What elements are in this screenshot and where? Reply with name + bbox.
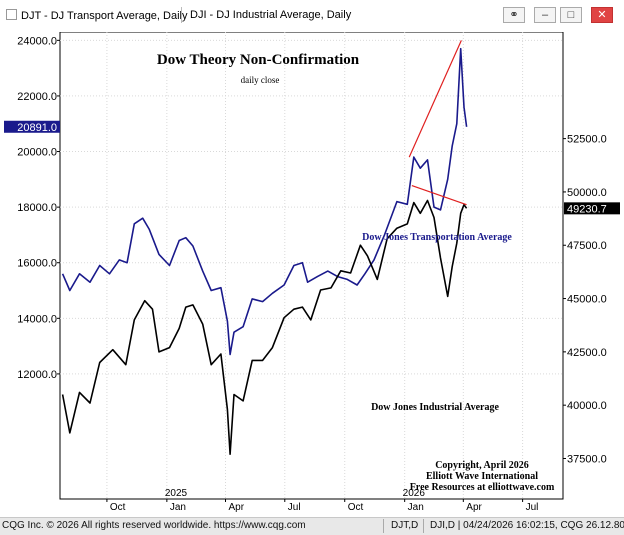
plot-area [59,32,564,500]
year-label: 2026 [403,488,426,499]
left-axis: 24000.0 22000.0 20000.0 18000.0 16000.0 14000… [4,35,60,381]
right-tick-label: 45000.0 [567,294,607,306]
series-layer [61,40,468,456]
left-tick-label: 12000.0 [17,369,57,381]
series-label-dji: Dow Jones Industrial Average [371,402,499,413]
x-tick-label: Jan [170,502,186,513]
year-label: 2025 [165,488,188,499]
x-tick-label: Jan [408,502,424,513]
right-tick-label: 37500.0 [567,453,607,465]
x-tick-label: Oct [110,502,126,513]
link-button[interactable]: ⚭ [503,7,525,23]
title-bar: DJT - DJ Transport Average, Daily DJI - … [0,0,624,32]
chart-title: Dow Theory Non-Confirmation [157,52,360,68]
last-value-tag-dji [564,202,620,215]
dji-line [61,199,468,456]
trendline-djt [408,40,462,158]
right-axis: 52500.0 50000.0 47500.0 45000.0 42500.0 40000… [563,134,620,465]
maximize-icon: □ [567,9,575,21]
right-tick-label: 47500.0 [567,240,607,252]
last-value-tag-djt [4,120,60,133]
status-symbol-dji: DJI,D | 04/24/2026 16:02:15, CQG 26.12.8… [430,520,624,531]
chart-area: 24000.0 22000.0 20000.0 18000.0 16000.0 14000… [0,32,624,517]
minimize-button[interactable]: – [534,7,556,23]
close-button[interactable]: ✕ [591,7,613,23]
djt-line [61,47,468,356]
right-tick-label: 50000.0 [567,187,607,199]
x-axis: Oct Jan Apr Jul Oct Jan Apr Jul 2025 2026 [60,488,563,513]
last-value-label-dji: 49230.7 [567,203,607,215]
left-tick-label: 18000.0 [17,202,57,214]
tab-djt-label: DJT - DJ Transport Average, Daily [21,10,188,22]
x-tick-label: Apr [228,502,244,513]
x-tick-label: Jul [526,502,539,513]
tab-dji-label: DJI - DJ Industrial Average, Daily [190,9,352,21]
copyright-line-1: Copyright, April 2026 [435,460,529,471]
link-icon: ⚭ [509,9,519,21]
copyright-line-3: Free Resources at elliottwave.com [410,482,555,493]
chart-subtitle: daily close [241,75,280,85]
status-symbol-djt: DJT,D [391,520,419,531]
left-tick-label: 14000.0 [17,313,57,325]
x-tick-label: Jul [288,502,301,513]
x-tick-label: Apr [466,502,482,513]
maximize-button[interactable]: □ [560,7,582,23]
last-value-label-djt: 20891.0 [17,122,57,134]
minimize-icon: – [541,9,549,21]
left-tick-label: 24000.0 [17,35,57,47]
status-separator [423,519,424,533]
series-label-djt: Dow Jones Transportation Average [362,232,512,243]
left-tick-label: 16000.0 [17,258,57,270]
tab-separator [181,7,182,23]
right-tick-label: 52500.0 [567,134,607,146]
copyright-line-2: Elliott Wave International [426,471,538,482]
right-tick-label: 42500.0 [567,347,607,359]
status-separator [383,519,384,533]
right-tick-label: 40000.0 [567,400,607,412]
left-tick-label: 22000.0 [17,91,57,103]
status-bar: CQG Inc. © 2026 All rights reserved worl… [0,517,624,535]
trendline-dji [411,184,467,206]
x-tick-label: Oct [348,502,364,513]
close-icon: ✕ [597,9,607,21]
chart-icon [6,9,17,20]
left-tick-label: 20000.0 [17,147,57,159]
status-copyright: CQG Inc. © 2026 All rights reserved worl… [2,520,306,531]
tab-djt[interactable]: DJT - DJ Transport Average, Daily [6,9,188,22]
tab-dji[interactable]: DJI - DJ Industrial Average, Daily [190,9,351,21]
